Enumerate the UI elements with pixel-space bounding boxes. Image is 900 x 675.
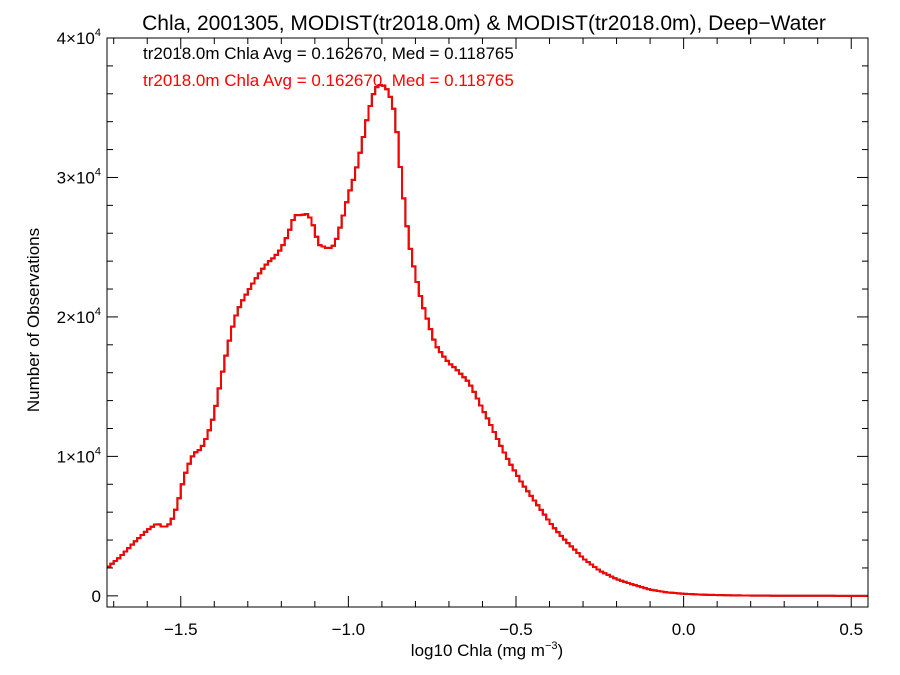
axis-ticks	[107, 37, 868, 607]
y-tick-label-sup: 4	[95, 27, 101, 39]
y-tick-label-base: 3×10	[57, 168, 95, 187]
plot-frame	[106, 37, 869, 608]
series-group	[107, 84, 868, 597]
y-tick-label-sup: 4	[95, 166, 101, 178]
x-tick-label: 0.5	[839, 620, 863, 639]
x-axis-label-text: log10 Chla (mg m	[411, 641, 545, 660]
y-tick-label: 2×104	[57, 306, 101, 327]
x-axis-label: log10 Chla (mg m−3)	[411, 640, 563, 660]
x-axis-label-end: )	[558, 641, 564, 660]
series-line-1	[107, 84, 868, 597]
x-axis-label-sup: −3	[545, 640, 558, 652]
x-tick-label: −1.0	[332, 620, 366, 639]
x-tick-label: −1.5	[164, 620, 198, 639]
legend-entry: tr2018.0m Chla Avg = 0.162670, Med = 0.1…	[143, 71, 514, 90]
y-tick-label-base: 0	[92, 587, 101, 606]
legend-entry: tr2018.0m Chla Avg = 0.162670, Med = 0.1…	[143, 44, 514, 63]
y-tick-label: 1×104	[57, 445, 101, 466]
y-tick-label-base: 4×10	[57, 29, 95, 48]
y-tick-label: 3×104	[57, 166, 101, 187]
series-line-0	[107, 84, 868, 597]
y-tick-label: 4×104	[57, 27, 101, 48]
y-tick-label-sup: 4	[95, 306, 101, 318]
legend: tr2018.0m Chla Avg = 0.162670, Med = 0.1…	[143, 44, 514, 90]
y-axis-label: Number of Observations	[24, 228, 43, 412]
y-tick-label-sup: 4	[95, 445, 101, 457]
chart-title: Chla, 2001305, MODIST(tr2018.0m) & MODIS…	[142, 12, 826, 35]
x-tick-label: −0.5	[499, 620, 533, 639]
y-tick-label: 0	[92, 587, 101, 606]
y-tick-label-base: 1×10	[57, 447, 95, 466]
x-tick-label: 0.0	[672, 620, 696, 639]
y-tick-label-base: 2×10	[57, 308, 95, 327]
